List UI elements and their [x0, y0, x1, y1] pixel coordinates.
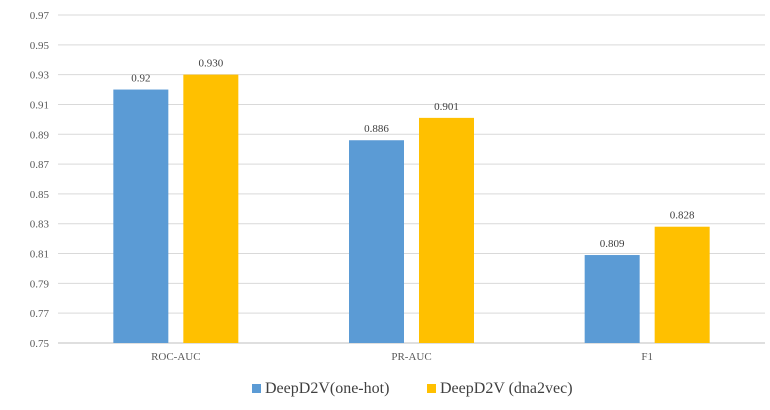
bar	[584, 255, 640, 343]
legend-swatch	[252, 384, 261, 393]
y-tick-label: 0.89	[30, 129, 50, 141]
legend-label: DeepD2V(one-hot)	[265, 380, 389, 397]
data-label: 0.809	[600, 238, 625, 250]
y-tick-label: 0.81	[30, 249, 49, 261]
y-tick-label: 0.87	[30, 159, 50, 171]
x-tick-label: ROC-AUC	[151, 351, 201, 363]
y-tick-label: 0.77	[30, 308, 50, 320]
y-tick-label: 0.95	[30, 40, 50, 52]
bar	[113, 89, 169, 343]
data-label: 0.901	[434, 101, 459, 113]
x-tick-label: F1	[641, 351, 653, 363]
data-label: 0.886	[364, 123, 389, 135]
y-tick-label: 0.75	[30, 338, 50, 350]
data-label: 0.930	[198, 58, 223, 70]
legend-swatch	[427, 384, 436, 393]
x-tick-label: PR-AUC	[391, 351, 431, 363]
y-tick-label: 0.83	[30, 219, 50, 231]
data-label: 0.92	[131, 73, 150, 85]
legend-label: DeepD2V (dna2vec)	[440, 380, 573, 397]
bar	[349, 140, 404, 343]
bar	[654, 226, 710, 343]
y-tick-label: 0.97	[30, 10, 50, 22]
y-tick-label: 0.93	[30, 70, 50, 82]
y-tick-label: 0.79	[30, 278, 50, 290]
y-tick-label: 0.91	[30, 99, 49, 111]
data-label: 0.828	[670, 210, 695, 222]
bar	[419, 117, 474, 343]
y-tick-label: 0.85	[30, 189, 50, 201]
bar	[183, 74, 239, 344]
